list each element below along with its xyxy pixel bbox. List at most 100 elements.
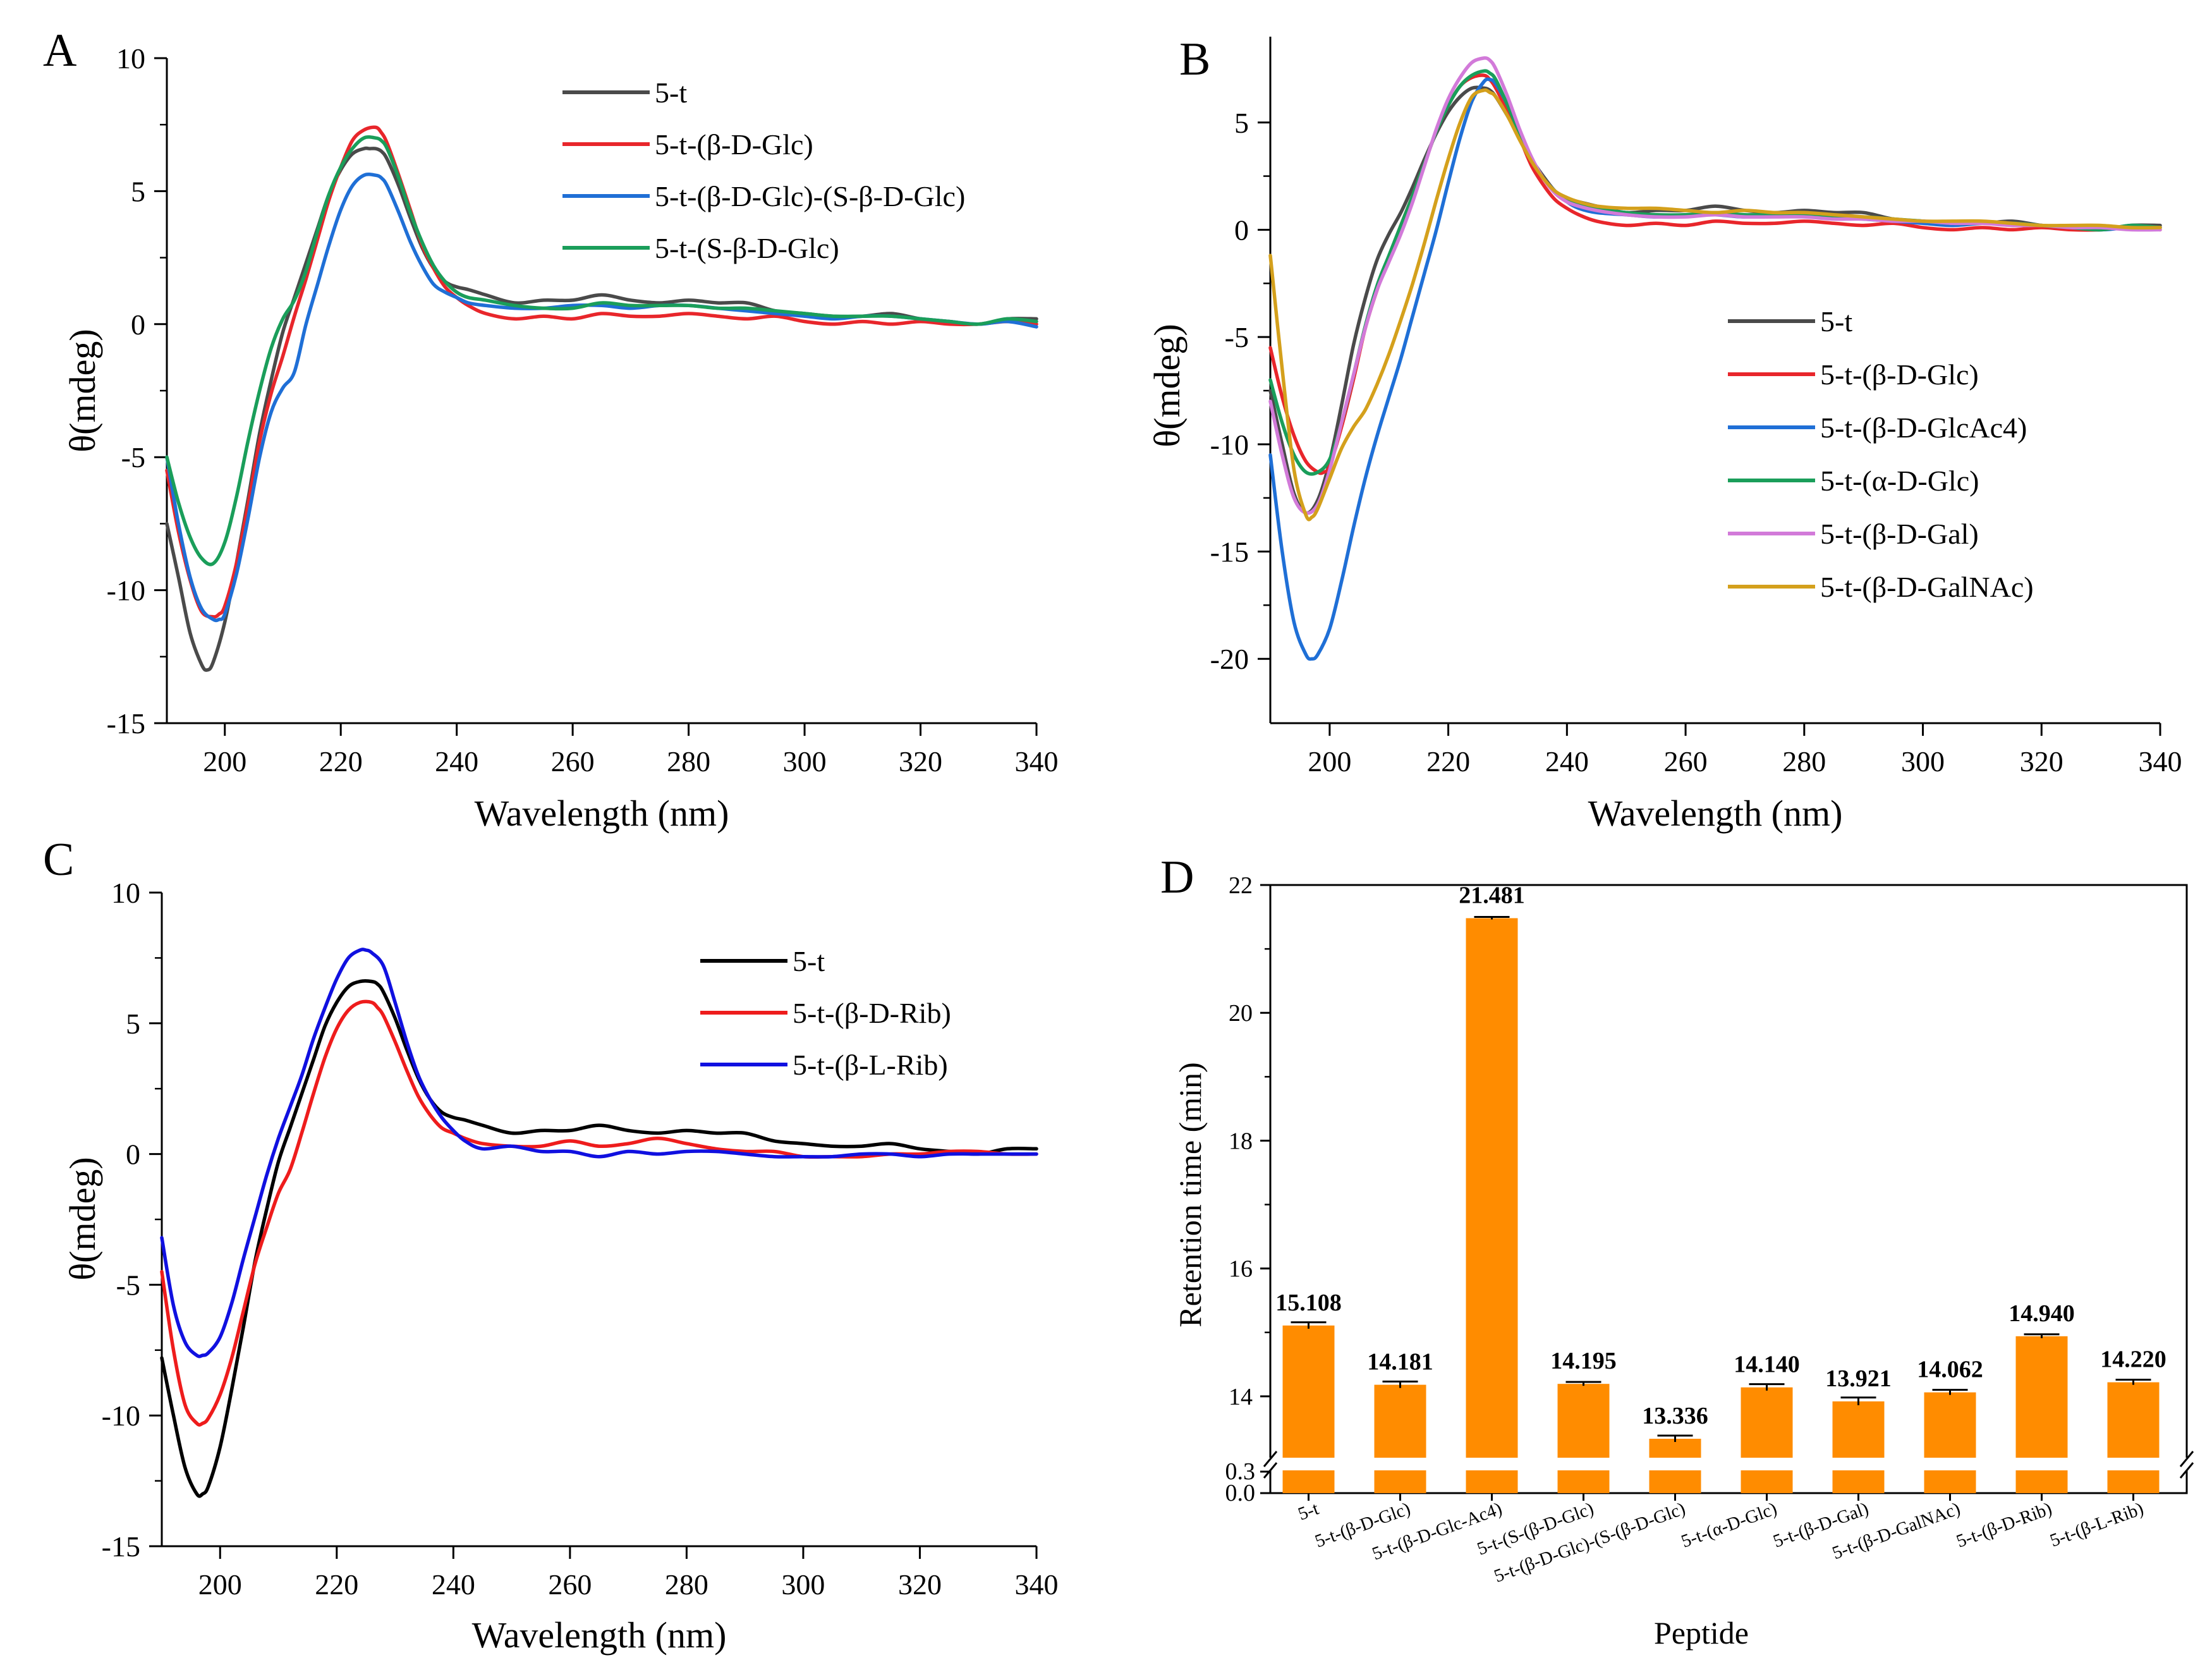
panel-c-y-tick-label-m5: -5	[116, 1269, 140, 1301]
panel-a-line-5-t	[165, 146, 1038, 672]
panel-d-bar-stub-5-t-d-gal	[1832, 1470, 1885, 1493]
panel-a-x-ticks: 200 220 240 260 280 300 320 340	[203, 723, 1059, 778]
panel-d-bar-stub-5-t-d-glc	[1741, 1470, 1793, 1493]
panel-c-x-tick-label-300: 300	[781, 1568, 825, 1601]
panel-label-c: C	[43, 834, 74, 886]
panel-d-bar-stub-5-t-d-galnac	[1924, 1470, 1976, 1493]
panel-b-y-tick-label-m15: -15	[1210, 536, 1249, 568]
panel-d-axis-break	[1263, 1451, 2194, 1479]
panel-d-bar-5-t-d-glc-ac4	[1466, 918, 1518, 1458]
panel-d-y-tick-label-0-0: 0.0	[1225, 1480, 1256, 1506]
panel-c-x-tick-label-200: 200	[198, 1568, 242, 1601]
panel-d-bar-5-t	[1282, 1325, 1335, 1458]
panel-d-bar-stub-5-t-d-glc	[1374, 1470, 1426, 1493]
panel-d-value-label-5-t-d-glc-ac4: 21.481	[1459, 882, 1525, 908]
panel-a-y-axis-label: θ(mdeg)	[62, 329, 103, 452]
panel-c-legend-label-5-t-l-rib: 5-t-(β-L-Rib)	[793, 1049, 948, 1081]
panel-a-y-tick-label-5: 5	[131, 175, 145, 207]
panel-a-x-tick-label-340: 340	[1015, 745, 1059, 778]
panel-d-bars: 15.108 14.181 21.481 14.195 13.336 14.140 13.9…	[1275, 882, 2166, 1501]
panel-b-legend: 5-t 5-t-(β-D-Glc) 5-t-(β-D-GlcAc4) 5-t-(α-D…	[1728, 305, 2034, 603]
panel-c-x-ticks: 200 220 240 260 280 300 320 340	[198, 1546, 1059, 1601]
panel-a-y-tick-label-10: 10	[116, 42, 145, 75]
panel-b-x-tick-label-200: 200	[1308, 745, 1351, 778]
panel-b-cd-spectra: 200 220 240 260 280 300 320 340 5 0 -5 -10 -15 -20 W…	[1146, 37, 2182, 834]
panel-a-line-5-t-s-d-glc	[165, 135, 1038, 566]
panel-a-line-5-t-d-glc-s-d-glc	[165, 172, 1038, 623]
panel-d-bar-5-t-d-gal	[1832, 1401, 1885, 1458]
panel-c-y-tick-label-5: 5	[126, 1008, 140, 1040]
panel-a-legend: 5-t 5-t-(β-D-Glc) 5-t-(β-D-Glc)-(S-β-D-Glc…	[562, 76, 965, 264]
panel-d-category-label-5-t: 5-t	[1296, 1499, 1322, 1525]
panel-b-legend-label-5-t-d-gal: 5-t-(β-D-Gal)	[1820, 518, 1979, 550]
panel-label-a: A	[43, 25, 76, 76]
panel-b-x-tick-label-260: 260	[1664, 745, 1708, 778]
panel-b-x-axis-label: Wavelength (nm)	[1588, 793, 1843, 834]
panel-c-legend-label-5-t-d-rib: 5-t-(β-D-Rib)	[793, 997, 951, 1029]
panel-d-bar-stub-5-t-l-rib	[2107, 1470, 2160, 1493]
panel-b-legend-label-5-t-d-glc: 5-t-(β-D-Glc)	[1820, 358, 1979, 391]
panel-d-break-mark-right-lower	[2179, 1462, 2194, 1479]
panel-a-x-tick-label-240: 240	[435, 745, 478, 778]
panel-a-y-tick-label-m15: -15	[107, 707, 145, 740]
panel-d-bar-5-t-d-galnac	[1924, 1392, 1976, 1458]
panel-d-break-gap	[1268, 1458, 2189, 1470]
panel-d-bar-stub-5-t	[1282, 1470, 1335, 1493]
panel-b-x-tick-label-220: 220	[1426, 745, 1470, 778]
panel-b-x-tick-label-340: 340	[2139, 745, 2182, 778]
panel-d-value-label-5-t-d-galnac: 14.062	[1917, 1357, 1983, 1383]
panel-label-d: D	[1160, 851, 1194, 903]
panel-b-x-tick-label-280: 280	[1782, 745, 1826, 778]
panel-b-y-tick-label-5: 5	[1234, 107, 1249, 139]
panel-a-series	[165, 125, 1038, 672]
panel-c-y-tick-label-0: 0	[126, 1138, 140, 1171]
panel-c-line-5-t-l-rib	[160, 948, 1038, 1358]
panel-a-y-ticks: 10 5 0 -5 -10 -15	[107, 42, 167, 740]
panel-d-value-label-5-t-d-glc-s-d-glc: 13.336	[1642, 1403, 1708, 1429]
panel-c-cd-spectra: 200 220 240 260 280 300 320 340 10 5 0 -5 -10 -15 Wa…	[62, 877, 1059, 1656]
panel-b-x-tick-label-240: 240	[1545, 745, 1589, 778]
panel-c-y-axis-label: θ(mdeg)	[62, 1157, 103, 1280]
panel-d-y-tick-label-14: 14	[1229, 1384, 1253, 1410]
panel-b-y-ticks: 5 0 -5 -10 -15 -20	[1210, 107, 1270, 675]
panel-d-y-tick-label-0-3: 0.3	[1225, 1458, 1256, 1485]
panel-d-category-label-5-t-d-rib: 5-t-(β-D-Rib)	[1954, 1499, 2055, 1552]
panel-c-y-ticks: 10 5 0 -5 -10 -15	[102, 877, 162, 1563]
panel-d-value-label-5-t-d-rib: 14.940	[2008, 1300, 2075, 1327]
panel-b-series	[1268, 56, 2162, 661]
panel-d-bar-stub-5-t-d-rib	[2015, 1470, 2068, 1493]
panel-c-legend-label-5-t: 5-t	[793, 945, 825, 977]
panel-d-y-ticks: 14 16 18 20 22 0.30.0	[1225, 872, 1270, 1506]
panel-c-x-tick-label-260: 260	[548, 1568, 592, 1601]
panel-d-retention-bar-chart: 15.108 14.181 21.481 14.195 13.336 14.140 13.9…	[1172, 872, 2194, 1651]
panel-a-legend-label-5-t: 5-t	[655, 76, 687, 109]
panel-b-x-tick-label-300: 300	[1901, 745, 1945, 778]
panel-b-line-5-t-d-gal	[1268, 56, 2162, 515]
panel-a-legend-label-5-t-d-glc-s-d-glc: 5-t-(β-D-Glc)-(S-β-D-Glc)	[655, 180, 965, 212]
panel-d-bar-5-t-s-d-glc	[1557, 1384, 1610, 1458]
panel-d-value-label-5-t: 15.108	[1275, 1290, 1342, 1316]
panel-d-value-label-5-t-d-glc: 14.140	[1734, 1352, 1800, 1378]
panel-a-x-tick-label-300: 300	[783, 745, 827, 778]
panel-c-series	[160, 948, 1038, 1498]
panel-d-break-mark-left-upper	[1263, 1451, 1278, 1467]
panel-a-legend-label-5-t-d-glc: 5-t-(β-D-Glc)	[655, 128, 813, 161]
panel-c-x-tick-label-240: 240	[432, 1568, 475, 1601]
panel-d-break-mark-right-upper	[2179, 1451, 2194, 1467]
panel-b-x-ticks: 200 220 240 260 280 300 320 340	[1308, 723, 2182, 778]
panel-d-bar-5-t-d-glc	[1741, 1387, 1793, 1458]
panel-a-y-tick-label-m5: -5	[121, 441, 145, 473]
panel-c-x-tick-label-320: 320	[898, 1568, 942, 1601]
panel-d-y-tick-label-22: 22	[1229, 872, 1253, 899]
panel-a-x-tick-label-200: 200	[203, 745, 246, 778]
panel-b-y-tick-label-m20: -20	[1210, 643, 1249, 675]
panel-a-x-tick-label-320: 320	[899, 745, 942, 778]
panel-b-line-5-t	[1268, 85, 2162, 515]
panel-d-x-axis-label: Peptide	[1654, 1615, 1749, 1651]
panel-a-x-axis-label: Wavelength (nm)	[475, 793, 729, 834]
panel-b-legend-label-5-t-d-glcac4: 5-t-(β-D-GlcAc4)	[1820, 412, 2027, 444]
panel-c-line-5-t	[160, 979, 1038, 1498]
panel-d-value-label-5-t-d-gal: 13.921	[1825, 1365, 1892, 1392]
panel-d-y-tick-label-20: 20	[1229, 1000, 1253, 1027]
